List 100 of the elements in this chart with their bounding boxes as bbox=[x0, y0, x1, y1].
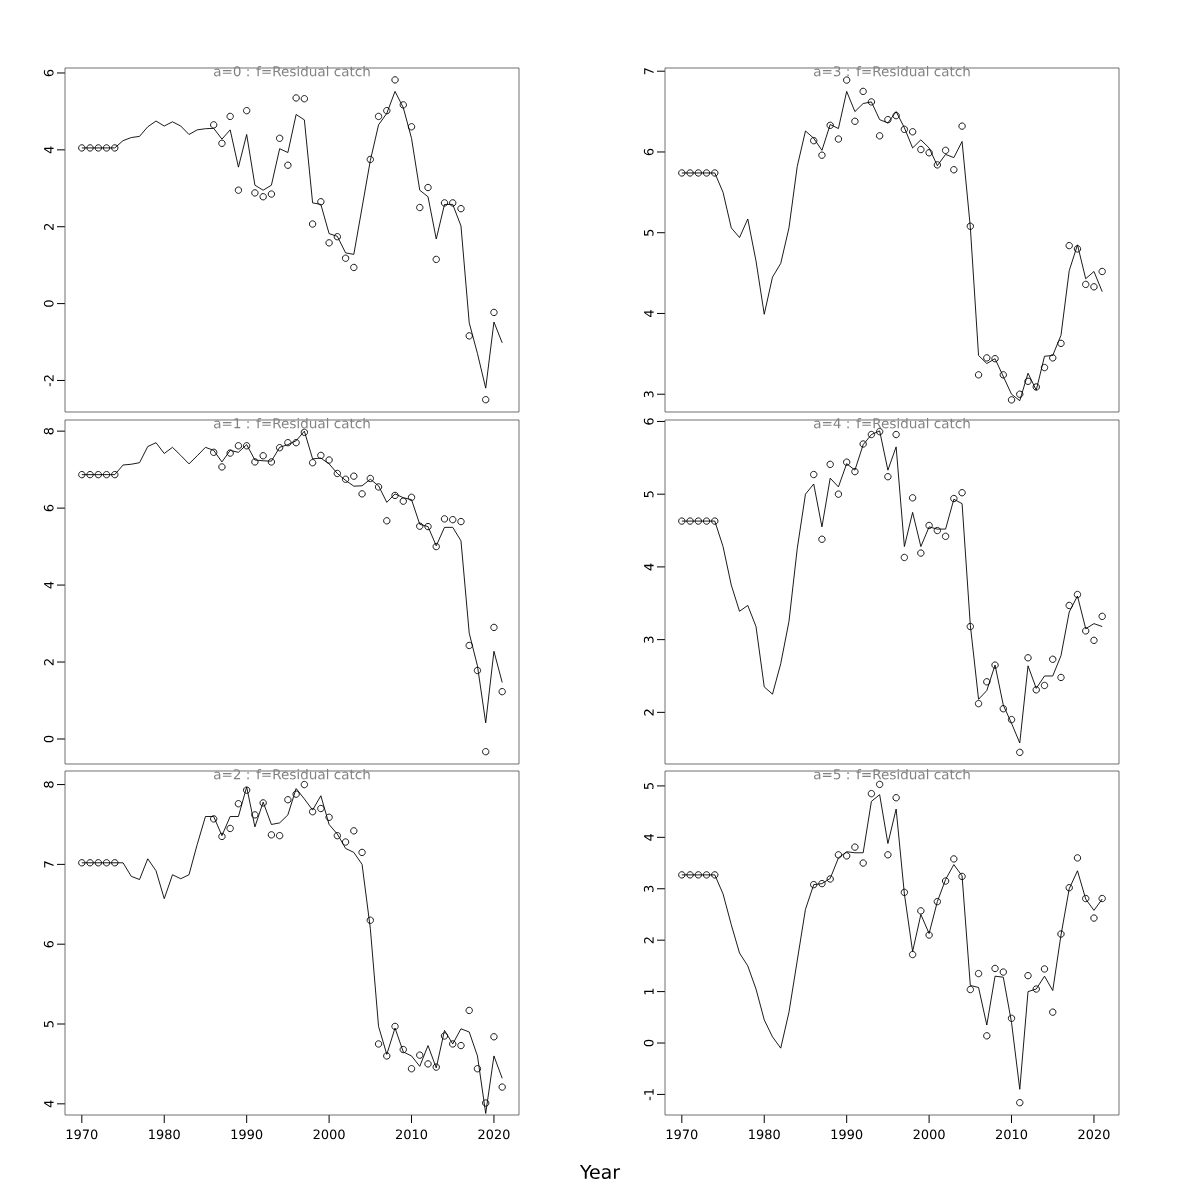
point bbox=[341, 475, 350, 483]
point bbox=[292, 94, 300, 102]
point bbox=[702, 871, 711, 879]
y-tick-label: 6 bbox=[643, 418, 654, 425]
point bbox=[383, 517, 391, 525]
point bbox=[1016, 748, 1024, 756]
point bbox=[407, 493, 416, 501]
point bbox=[300, 780, 308, 789]
point bbox=[834, 490, 843, 498]
point bbox=[810, 137, 818, 145]
point bbox=[884, 116, 892, 124]
point bbox=[999, 968, 1007, 976]
point bbox=[1065, 884, 1073, 892]
point bbox=[892, 794, 900, 802]
point bbox=[440, 1032, 449, 1040]
point bbox=[267, 458, 276, 466]
point bbox=[867, 430, 876, 439]
x-axis-title: Year bbox=[579, 1164, 621, 1180]
point bbox=[251, 189, 259, 197]
point bbox=[1049, 1008, 1057, 1016]
point bbox=[917, 549, 925, 557]
x-tick-label: 2020 bbox=[478, 1129, 510, 1140]
point bbox=[210, 448, 218, 456]
point bbox=[950, 494, 958, 503]
y-tick-label: 6 bbox=[43, 940, 54, 948]
point bbox=[457, 1041, 465, 1050]
point bbox=[1073, 245, 1082, 253]
point bbox=[391, 491, 399, 500]
point bbox=[834, 135, 843, 143]
y-tick-label: 2 bbox=[44, 659, 54, 666]
point bbox=[1098, 612, 1106, 620]
point bbox=[933, 526, 941, 535]
point bbox=[226, 112, 234, 121]
point bbox=[1090, 914, 1098, 922]
y-tick-label: -1 bbox=[644, 1089, 654, 1101]
point bbox=[892, 430, 900, 439]
point bbox=[884, 851, 892, 859]
point bbox=[826, 460, 834, 468]
point bbox=[908, 494, 917, 502]
point bbox=[810, 470, 818, 479]
point bbox=[325, 239, 333, 247]
point bbox=[94, 144, 102, 152]
point bbox=[1040, 681, 1049, 690]
point bbox=[102, 859, 111, 867]
point bbox=[1049, 354, 1057, 362]
y-tick-label: 4 bbox=[644, 833, 654, 841]
point bbox=[1007, 715, 1016, 724]
point bbox=[1024, 972, 1032, 980]
point bbox=[711, 517, 719, 525]
point bbox=[941, 146, 950, 154]
point bbox=[251, 458, 259, 466]
point bbox=[366, 155, 374, 164]
x-tick-label: 2010 bbox=[995, 1129, 1028, 1140]
y-tick-label: 2 bbox=[644, 937, 654, 944]
point bbox=[1073, 590, 1082, 599]
point bbox=[1065, 601, 1073, 610]
point bbox=[966, 622, 974, 631]
point bbox=[374, 1040, 383, 1048]
point bbox=[974, 969, 983, 978]
point bbox=[234, 186, 243, 194]
point bbox=[399, 1045, 407, 1054]
y-tick-label: 0 bbox=[43, 735, 54, 743]
point bbox=[843, 852, 851, 860]
point bbox=[308, 459, 317, 467]
point bbox=[826, 121, 834, 129]
point bbox=[867, 790, 876, 798]
y-tick-label: 3 bbox=[643, 636, 654, 643]
point bbox=[974, 699, 983, 708]
point bbox=[440, 515, 449, 523]
point bbox=[325, 456, 333, 464]
point bbox=[917, 145, 925, 154]
point bbox=[218, 139, 226, 147]
point bbox=[1090, 283, 1098, 291]
y-tick-label: 5 bbox=[43, 1021, 54, 1028]
point bbox=[267, 831, 276, 839]
point bbox=[383, 107, 391, 115]
point bbox=[94, 859, 102, 867]
point bbox=[917, 907, 925, 915]
point bbox=[251, 811, 259, 819]
y-tick-label: 5 bbox=[643, 782, 654, 790]
point bbox=[686, 871, 694, 879]
point bbox=[300, 95, 308, 103]
point bbox=[102, 471, 111, 479]
point bbox=[424, 522, 432, 531]
point bbox=[284, 161, 292, 169]
point bbox=[1024, 654, 1032, 662]
point bbox=[859, 440, 867, 448]
point bbox=[350, 827, 358, 835]
point bbox=[1090, 636, 1098, 644]
point bbox=[333, 233, 341, 241]
point bbox=[267, 190, 276, 198]
point bbox=[851, 467, 859, 476]
y-tick-label: -2 bbox=[44, 375, 54, 387]
point bbox=[86, 144, 94, 152]
point bbox=[226, 824, 234, 833]
point bbox=[711, 169, 719, 177]
point bbox=[218, 832, 226, 841]
point bbox=[432, 255, 440, 264]
point bbox=[686, 517, 694, 525]
point bbox=[243, 107, 251, 115]
